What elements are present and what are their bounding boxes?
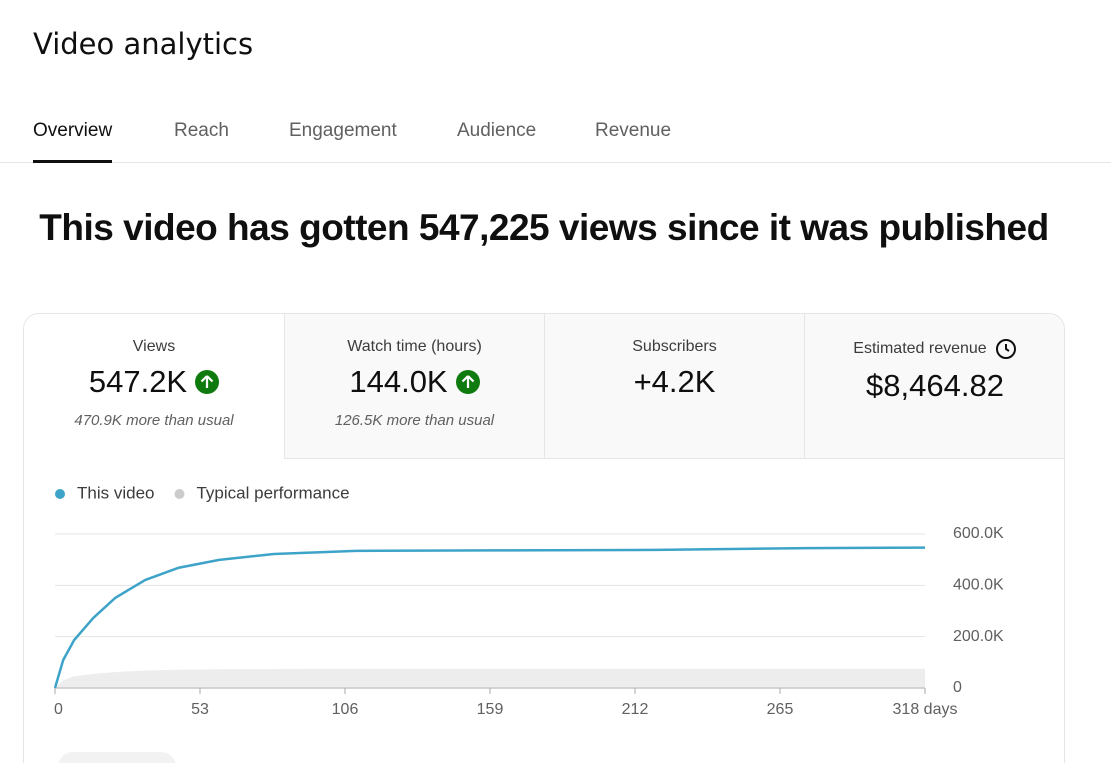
area: [55, 668, 925, 688]
metric-label: Watch time (hours): [347, 338, 482, 355]
up-icon: [195, 370, 220, 394]
legend-label: This video: [77, 483, 154, 502]
page-title: Video analytics: [33, 27, 254, 61]
metric-revenue[interactable]: Estimated revenue $8,464.82: [804, 314, 1064, 459]
x-tick-label: 53: [191, 701, 209, 718]
clock-icon: [995, 339, 1016, 359]
legend-dot: [174, 489, 185, 499]
metric-value: $8,464.82: [866, 368, 1004, 403]
tab[interactable]: Audience: [457, 120, 537, 141]
line: [53, 546, 926, 689]
y-tick-label: 0: [953, 679, 962, 696]
y-tick-label: 400.0K: [953, 577, 1004, 594]
tab[interactable]: Revenue: [595, 120, 672, 141]
metric-label: Estimated revenue: [853, 340, 987, 357]
chart: This video Typical performance 0 200.0K 400.…: [53, 483, 1004, 718]
x-tick-label: 212: [622, 701, 649, 718]
x-tick-label: 265: [767, 701, 794, 718]
up-icon: [455, 370, 480, 394]
legend-dot: [55, 489, 65, 499]
button[interactable]: [58, 752, 176, 763]
x-tick-label: 159: [477, 701, 504, 718]
metric-value: 547.2K: [88, 364, 188, 399]
tab-bar: Overview Reach Engagement Audience Revenue: [0, 100, 1111, 163]
y-tick-label: 200.0K: [953, 628, 1004, 645]
legend-label: Typical performance: [196, 483, 349, 502]
tab[interactable]: Engagement: [289, 120, 397, 141]
x-tick-label: 0: [54, 701, 63, 718]
tab[interactable]: Reach: [174, 120, 229, 141]
metric-label: Subscribers: [632, 338, 717, 355]
metric-views[interactable]: Views 547.2K 470.9K more than usual: [24, 314, 284, 459]
x-tick-label: 106: [332, 701, 359, 718]
y-tick-label: 600.0K: [953, 525, 1004, 542]
metric-note: 470.9K more than usual: [74, 412, 234, 429]
metric-value: +4.2K: [633, 364, 716, 399]
tab[interactable]: Overview: [33, 120, 113, 163]
metric-label: Views: [132, 338, 176, 355]
metric-subscribers[interactable]: Subscribers +4.2K: [544, 314, 804, 459]
metric-value: 144.0K: [349, 364, 448, 399]
x-tick-label: 318 days: [893, 701, 958, 718]
metric-note: 126.5K more than usual: [334, 412, 495, 429]
headline: This video has gotten 547,225 views sinc…: [39, 207, 1049, 248]
metric-watch-time[interactable]: Watch time (hours) 144.0K 126.5K more th…: [284, 314, 544, 459]
metrics-card: Views 547.2K 470.9K more than usual Watc…: [23, 313, 1065, 763]
